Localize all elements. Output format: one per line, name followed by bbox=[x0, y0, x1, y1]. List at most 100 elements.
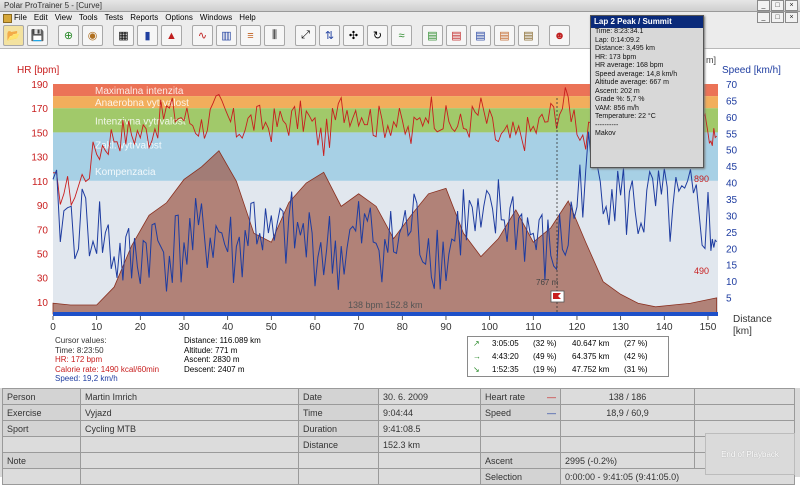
report5-icon[interactable]: ▤ bbox=[518, 25, 539, 46]
menu-reports[interactable]: Reports bbox=[130, 13, 159, 22]
popup-line: Lap: 0:14:09.2 bbox=[595, 36, 640, 44]
distance-label: Distance bbox=[298, 436, 379, 453]
menu-windows[interactable]: Windows bbox=[199, 13, 233, 22]
speed-tick-label: 40 bbox=[726, 179, 738, 190]
menu-tools[interactable]: Tools bbox=[78, 13, 98, 22]
x-tick-label: 10 bbox=[91, 322, 103, 333]
alert-icon[interactable]: ▲ bbox=[161, 25, 182, 46]
document-controls: _ □ × bbox=[757, 12, 798, 23]
exercise-label: Exercise bbox=[2, 404, 81, 421]
add-exercise-icon[interactable]: ⊕ bbox=[58, 25, 79, 46]
slope-summary-box: ↗ 3:05:05 (32 %) 40.647 km (27 %) → 4:43… bbox=[467, 336, 669, 377]
x-axis-bar bbox=[53, 312, 718, 316]
menu-file[interactable]: File bbox=[14, 13, 27, 22]
note-label: Note bbox=[2, 452, 81, 469]
zone-label: Maximalna intenzita bbox=[95, 86, 184, 97]
curve-icon[interactable]: ∿ bbox=[192, 25, 213, 46]
speed-tick-label: 15 bbox=[726, 261, 738, 272]
ball-icon[interactable]: ◉ bbox=[82, 25, 103, 46]
menu-edit[interactable]: Edit bbox=[33, 13, 48, 22]
laps-icon[interactable]: ⫼ bbox=[264, 25, 285, 46]
zoom-icon[interactable]: ⤢ bbox=[295, 25, 316, 46]
hr-axis-label: HR [bpm] bbox=[17, 65, 59, 76]
app-menu-icon[interactable] bbox=[3, 14, 12, 23]
slope-time: 1:52:35 bbox=[492, 365, 519, 374]
duration-value[interactable]: 9:41:08.5 bbox=[378, 420, 481, 437]
marker-icon[interactable]: ✣ bbox=[343, 25, 364, 46]
speed-tick-label: 55 bbox=[726, 129, 738, 140]
distance-value[interactable]: 152.3 km bbox=[378, 436, 481, 453]
slope-distance: 40.647 km bbox=[572, 339, 610, 348]
cursor-altitude-marker: 767 m bbox=[536, 278, 559, 287]
window-title: Polar ProTrainer 5 - [Curve] bbox=[4, 1, 102, 10]
speed-tick-label: 50 bbox=[726, 146, 738, 157]
x-tick-label: 110 bbox=[525, 322, 541, 333]
x-tick-label: 70 bbox=[353, 322, 365, 333]
doc-restore-button[interactable]: □ bbox=[771, 12, 784, 23]
x-tick-label: 30 bbox=[178, 322, 190, 333]
sport-value[interactable]: Cycling MTB bbox=[80, 420, 299, 437]
close-button[interactable]: × bbox=[785, 0, 798, 11]
lap-info-popup[interactable]: Lap 2 Peak / Summit Time: 8:23:34.1 Lap:… bbox=[590, 15, 704, 168]
doc-minimize-button[interactable]: _ bbox=[757, 12, 770, 23]
flat-arrow-icon: → bbox=[473, 352, 481, 361]
menu-bar: File Edit View Tools Tests Reports Optio… bbox=[0, 12, 800, 23]
speed-tick-label: 20 bbox=[726, 244, 738, 255]
duration-label: Duration bbox=[298, 420, 379, 437]
menu-help[interactable]: Help bbox=[239, 13, 256, 22]
menu-tests[interactable]: Tests bbox=[104, 13, 124, 22]
ascent-value: 2995 (-0.2%) bbox=[560, 452, 695, 469]
report1-icon[interactable]: ▤ bbox=[422, 25, 443, 46]
report4-icon[interactable]: ▤ bbox=[494, 25, 515, 46]
sync-icon[interactable]: ⇅ bbox=[319, 25, 340, 46]
book-icon[interactable]: ▮ bbox=[137, 25, 158, 46]
doc-close-button[interactable]: × bbox=[785, 12, 798, 23]
altitude-tick-890: 890 bbox=[694, 174, 709, 184]
hr-tick-label: 190 bbox=[31, 80, 48, 91]
slope-distance-pct: (31 %) bbox=[624, 365, 648, 374]
wave-icon[interactable]: ≈ bbox=[391, 25, 412, 46]
menu-options[interactable]: Options bbox=[165, 13, 193, 22]
calendar-icon[interactable]: ▦ bbox=[113, 25, 134, 46]
speed-tick-label: 45 bbox=[726, 162, 738, 173]
maximize-button[interactable]: □ bbox=[771, 0, 784, 11]
popup-line: HR average: 168 bpm bbox=[595, 62, 664, 69]
popup-line: VAM: 856 m/h bbox=[595, 104, 639, 112]
minimize-button[interactable]: _ bbox=[757, 0, 770, 11]
hr-tick-label: 130 bbox=[31, 153, 48, 164]
note-value[interactable] bbox=[80, 452, 299, 469]
x-tick-label: 80 bbox=[397, 322, 409, 333]
hr-tick-label: 30 bbox=[37, 274, 49, 285]
hr-tick-label: 150 bbox=[31, 128, 48, 139]
popup-line: Time: 8:23:34.1 bbox=[595, 28, 644, 35]
flag-icon[interactable] bbox=[550, 290, 565, 303]
open-icon[interactable]: 📂 bbox=[3, 25, 24, 46]
hr-tick-label: 70 bbox=[37, 225, 49, 236]
slope-distance-pct: (42 %) bbox=[624, 352, 648, 361]
hidden-axis-label: m] bbox=[706, 55, 716, 65]
person-icon[interactable]: ☻ bbox=[549, 25, 570, 46]
speed-tick-label: 35 bbox=[726, 195, 738, 206]
exercise-value[interactable]: Vyjazd bbox=[80, 404, 299, 421]
sport-zones-icon[interactable]: ≡ bbox=[240, 25, 261, 46]
person-value[interactable]: Martin Imrich bbox=[80, 388, 299, 405]
x-tick-label: 140 bbox=[656, 322, 673, 333]
slope-time: 3:05:05 bbox=[492, 339, 519, 348]
report2-icon[interactable]: ▤ bbox=[446, 25, 467, 46]
end-of-playback-button[interactable]: End of Playback bbox=[705, 433, 795, 475]
slope-time: 4:43:20 bbox=[492, 352, 519, 361]
x-tick-label: 20 bbox=[135, 322, 147, 333]
cursor-time: Time: 8:23:50 bbox=[55, 345, 104, 355]
save-icon[interactable]: 💾 bbox=[27, 25, 48, 46]
hr-tick-label: 90 bbox=[37, 201, 49, 212]
menu-view[interactable]: View bbox=[54, 13, 72, 22]
report3-icon[interactable]: ▤ bbox=[470, 25, 491, 46]
time-value[interactable]: 9:04:44 bbox=[378, 404, 481, 421]
date-value[interactable]: 30. 6. 2009 bbox=[378, 388, 481, 405]
speed-series-line bbox=[52, 131, 718, 292]
slope-distance: 64.375 km bbox=[572, 352, 610, 361]
rotate-icon[interactable]: ↻ bbox=[367, 25, 388, 46]
bar-icon[interactable]: ▥ bbox=[216, 25, 237, 46]
popup-line: Grade %: 5,7 % bbox=[595, 96, 645, 103]
